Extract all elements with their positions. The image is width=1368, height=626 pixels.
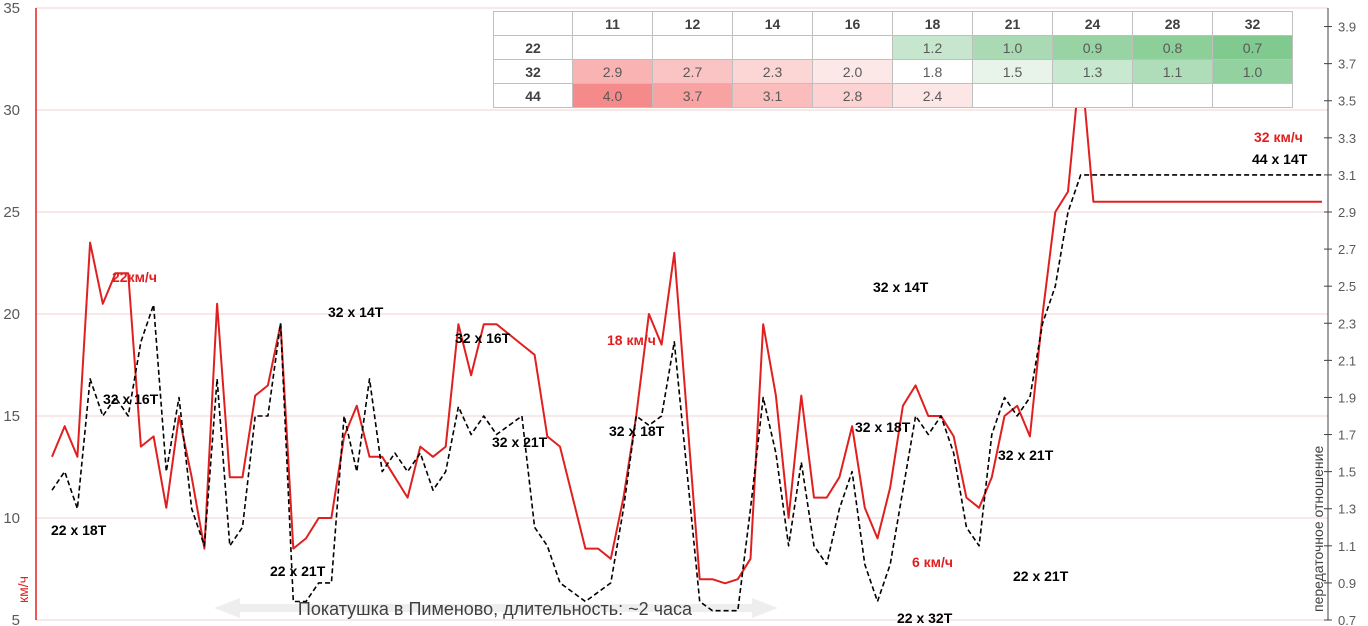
annotation-gear-44x14: 44 x 14T [1252, 151, 1308, 167]
annotation-speed-22: 22км/ч [112, 269, 157, 285]
annotation-gear-32x21-a: 32 x 21T [492, 434, 548, 450]
gear-table-col-header: 21 [972, 11, 1053, 36]
gear-table-cell: 1.8 [892, 59, 973, 84]
annotations: 22км/ч 18 км/ч 6 км/ч 32 км/ч 22 x 18T 3… [51, 129, 1308, 626]
left-axis-title: км/ч [15, 576, 31, 603]
gear-table-row-header: 32 [493, 59, 573, 84]
right-tick-label: 3.1 [1338, 168, 1356, 183]
gear-table-cell [1212, 83, 1293, 108]
gear-table-cell: 3.1 [732, 83, 813, 108]
right-tick-label: 2.5 [1338, 279, 1356, 294]
annotation-gear-32x18-a: 32 x 18T [609, 423, 665, 439]
gear-table-cell: 3.7 [652, 83, 733, 108]
annotation-gear-22x18: 22 x 18T [51, 522, 107, 538]
right-tick-label: 2.9 [1338, 205, 1356, 220]
gear-table-cell: 2.9 [572, 59, 653, 84]
gear-table-cell [732, 35, 813, 60]
left-tick-label: 30 [3, 102, 20, 119]
gear-table-cell: 2.8 [812, 83, 893, 108]
gear-table-row-44: 44 4.0 3.7 3.1 2.8 2.4 [493, 83, 1293, 108]
annotation-speed-32: 32 км/ч [1254, 129, 1303, 145]
left-tick-label: 5 [12, 612, 20, 626]
right-tick-label: 0.9 [1338, 576, 1356, 591]
gear-table-col-header: 18 [892, 11, 973, 36]
chart-note: Покатушка в Пименово, длительность: ~2 ч… [298, 599, 693, 619]
gear-table-cell [572, 35, 653, 60]
left-axis-ticks: 5 10 15 20 25 30 35 [3, 0, 20, 626]
left-tick-label: 35 [3, 0, 20, 17]
series-line-1 [51, 174, 1322, 612]
annotation-gear-32x14-b: 32 x 14T [873, 279, 929, 295]
left-tick-label: 25 [3, 204, 20, 221]
gear-table-row-22: 22 1.2 1.0 0.9 0.8 0.7 [493, 35, 1293, 60]
left-tick-label: 10 [3, 510, 20, 527]
gear-table-row-header: 22 [493, 35, 573, 60]
annotation-gear-32x16-b: 32 x 16T [455, 330, 511, 346]
right-tick-label: 2.1 [1338, 353, 1356, 368]
left-tick-label: 20 [3, 306, 20, 323]
gear-table-cell [652, 35, 733, 60]
right-tick-label: 1.5 [1338, 465, 1356, 480]
annotation-gear-32x21-b: 32 x 21T [998, 447, 1054, 463]
gear-table-col-header: 14 [732, 11, 813, 36]
right-axis-ticks: 0.7 0.9 1.1 1.3 1.5 1.7 1.9 2.1 2.3 2.5 2.7 2.9 3.1 3… [1324, 20, 1356, 626]
gear-table-cell: 4.0 [572, 83, 653, 108]
gear-table-cell: 1.2 [892, 35, 973, 60]
annotation-gear-22x21-b: 22 x 21T [1013, 568, 1069, 584]
right-tick-label: 1.7 [1338, 428, 1356, 443]
annotation-speed-6: 6 км/ч [912, 554, 953, 570]
right-tick-label: 2.7 [1338, 242, 1356, 257]
annotation-gear-22x21-a: 22 x 21T [270, 563, 326, 579]
right-tick-label: 3.9 [1338, 20, 1356, 35]
right-tick-label: 3.5 [1338, 94, 1356, 109]
timeline-arrow [214, 598, 778, 618]
gear-ratio-table: 11 12 14 16 18 21 24 28 32 22 1.2 1.0 0.… [493, 11, 1293, 108]
gear-table-cell: 2.7 [652, 59, 733, 84]
right-tick-label: 2.3 [1338, 316, 1356, 331]
gear-table-cell: 2.3 [732, 59, 813, 84]
gear-table-col-header: 28 [1132, 11, 1213, 36]
right-tick-label: 1.9 [1338, 390, 1356, 405]
gear-table-cell: 0.7 [1212, 35, 1293, 60]
gear-table-cell: 0.8 [1132, 35, 1213, 60]
series-line-0 [51, 58, 1322, 585]
gear-table-row-header: 44 [493, 83, 573, 108]
left-tick-label: 15 [3, 408, 20, 425]
right-tick-label: 3.3 [1338, 131, 1356, 146]
annotation-gear-32x16-a: 32 x 16T [103, 391, 159, 407]
gear-table-col-header: 11 [572, 11, 653, 36]
gear-table-cell: 1.3 [1052, 59, 1133, 84]
annotation-gear-22x32: 22 x 32T [897, 610, 953, 626]
annotation-gear-32x14-a: 32 x 14T [328, 304, 384, 320]
gear-table-cell [1132, 83, 1213, 108]
gear-table-cell: 2.4 [892, 83, 973, 108]
annotation-speed-18: 18 км/ч [607, 332, 656, 348]
gear-table-cell: 1.0 [972, 35, 1053, 60]
gear-table-cell [1052, 83, 1133, 108]
gear-table-col-header: 32 [1212, 11, 1293, 36]
gear-table-cell [972, 83, 1053, 108]
gear-table-col-header: 16 [812, 11, 893, 36]
gear-table-cell: 1.5 [972, 59, 1053, 84]
right-axis-title: передаточное отношение [1310, 446, 1326, 612]
gear-table-header-row: 11 12 14 16 18 21 24 28 32 [493, 11, 1293, 36]
gear-table-corner [493, 11, 573, 36]
gear-table-cell: 0.9 [1052, 35, 1133, 60]
right-tick-label: 1.3 [1338, 502, 1356, 517]
gear-table-col-header: 12 [652, 11, 733, 36]
right-tick-label: 3.7 [1338, 57, 1356, 72]
gear-table-col-header: 24 [1052, 11, 1133, 36]
right-tick-label: 1.1 [1338, 539, 1356, 554]
gear-table-cell [812, 35, 893, 60]
gear-table-cell: 1.0 [1212, 59, 1293, 84]
gear-table-row-32: 32 2.9 2.7 2.3 2.0 1.8 1.5 1.3 1.1 1.0 [493, 59, 1293, 84]
gear-table-cell: 1.1 [1132, 59, 1213, 84]
series-lines [51, 58, 1322, 612]
annotation-gear-32x18-b: 32 x 18T [855, 419, 911, 435]
gear-table-cell: 2.0 [812, 59, 893, 84]
right-tick-label: 0.7 [1338, 613, 1356, 626]
